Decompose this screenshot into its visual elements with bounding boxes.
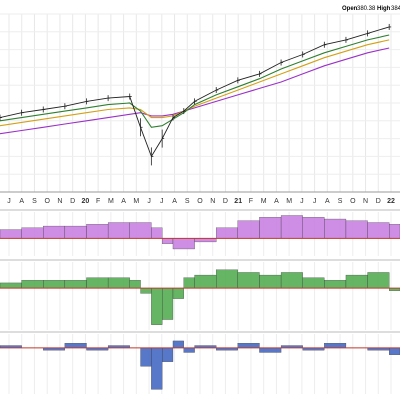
x-tick-label: A xyxy=(19,198,24,205)
x-tick-label: J xyxy=(147,198,151,205)
histogram-bar xyxy=(86,224,109,239)
histogram-bar xyxy=(280,272,303,289)
histogram-bar xyxy=(151,347,163,390)
histogram-bar xyxy=(324,343,347,348)
purple-histogram-panel xyxy=(0,209,400,256)
x-tick-label: A xyxy=(274,198,279,205)
x-tick-label: M xyxy=(133,198,139,205)
histogram-bar xyxy=(64,343,87,348)
histogram-bar xyxy=(345,220,368,239)
x-tick-label: J xyxy=(313,198,317,205)
series-line-ema_fast xyxy=(0,34,390,128)
x-tick-label: N xyxy=(363,198,368,205)
histogram-bar xyxy=(162,238,174,244)
x-tick-label: D xyxy=(70,198,75,205)
x-tick-label: M xyxy=(261,198,267,205)
green-histogram-panel xyxy=(0,259,400,330)
histogram-bar xyxy=(140,347,152,367)
histogram-bar xyxy=(172,238,195,250)
histogram-bar xyxy=(259,347,282,353)
histogram-bar xyxy=(162,288,174,320)
histogram-bar xyxy=(162,347,174,362)
high-label: High xyxy=(377,6,391,12)
histogram-bar xyxy=(21,280,44,289)
x-tick-label: D xyxy=(223,198,228,205)
histogram-bar xyxy=(183,277,195,289)
histogram-bar xyxy=(172,288,184,299)
x-tick-label: J xyxy=(300,198,304,205)
histogram-bar xyxy=(216,269,238,289)
histogram-bar xyxy=(324,280,347,289)
histogram-bar xyxy=(259,274,282,289)
histogram-bar xyxy=(367,272,390,289)
histogram-bar xyxy=(64,225,87,239)
x-tick-label: 22 xyxy=(387,198,395,205)
x-tick-label: N xyxy=(210,198,215,205)
histogram-bar xyxy=(216,227,238,239)
x-tick-label: S xyxy=(32,198,37,205)
histogram-bar xyxy=(389,224,400,239)
histogram-bar xyxy=(129,222,152,239)
histogram-bar xyxy=(345,274,368,289)
histogram-bar xyxy=(183,347,195,353)
histogram-bar xyxy=(367,222,390,239)
x-tick-label: O xyxy=(197,198,203,205)
price-panel xyxy=(0,13,400,193)
histogram-bar xyxy=(107,222,130,239)
series-line-price xyxy=(0,26,390,158)
histogram-bar xyxy=(129,280,141,289)
blue-histogram-panel xyxy=(0,331,400,394)
x-tick-label: A xyxy=(121,198,126,205)
x-tick-label: J xyxy=(160,198,164,205)
x-tick-label: J xyxy=(7,198,11,205)
x-tick-label: F xyxy=(249,198,253,205)
histogram-bar xyxy=(86,277,109,289)
series-line-ema_slow xyxy=(0,47,390,135)
open-value: 380.38 xyxy=(357,6,376,12)
histogram-bar xyxy=(151,288,163,325)
histogram-bar xyxy=(172,340,184,348)
histogram-bar xyxy=(237,220,260,239)
histogram-bar xyxy=(389,347,400,355)
histogram-bar xyxy=(0,282,22,289)
x-tick-label: S xyxy=(338,198,343,205)
x-tick-label: S xyxy=(185,198,190,205)
histogram-bar xyxy=(194,238,217,243)
x-tick-label: N xyxy=(57,198,62,205)
histogram-bar xyxy=(107,277,130,289)
histogram-bar xyxy=(302,277,325,289)
header: Open 380.38 High 384 xyxy=(342,6,400,12)
histogram-bar xyxy=(324,218,347,239)
x-tick-label: M xyxy=(286,198,292,205)
histogram-bar xyxy=(21,227,44,239)
histogram-bar xyxy=(259,217,282,239)
histogram-bar xyxy=(280,215,303,239)
x-tick-label: A xyxy=(325,198,330,205)
histogram-bar xyxy=(43,225,66,239)
high-value: 384 xyxy=(391,6,400,12)
open-label: Open xyxy=(342,6,358,12)
x-tick-label: F xyxy=(96,198,100,205)
x-tick-label: D xyxy=(376,198,381,205)
histogram-bar xyxy=(43,280,66,289)
histogram-bar xyxy=(237,272,260,289)
x-tick-label: M xyxy=(108,198,114,205)
series-line-ema_mid xyxy=(0,39,390,127)
x-axis-labels: J A S O N D 20 F M A M J J A S O N D 21 F M A M J J A S O N D 22 xyxy=(7,198,395,205)
histogram-bar xyxy=(0,229,22,239)
histogram-bar xyxy=(151,227,163,239)
histogram-bar xyxy=(194,274,217,289)
x-tick-label: 21 xyxy=(234,198,242,205)
histogram-bar xyxy=(140,288,152,294)
histogram-bar xyxy=(302,217,325,239)
x-tick-label: O xyxy=(350,198,356,205)
x-tick-label: 20 xyxy=(82,198,90,205)
x-tick-label: O xyxy=(44,198,50,205)
x-tick-label: A xyxy=(172,198,177,205)
histogram-bar xyxy=(237,343,260,348)
histogram-bar xyxy=(64,280,87,289)
